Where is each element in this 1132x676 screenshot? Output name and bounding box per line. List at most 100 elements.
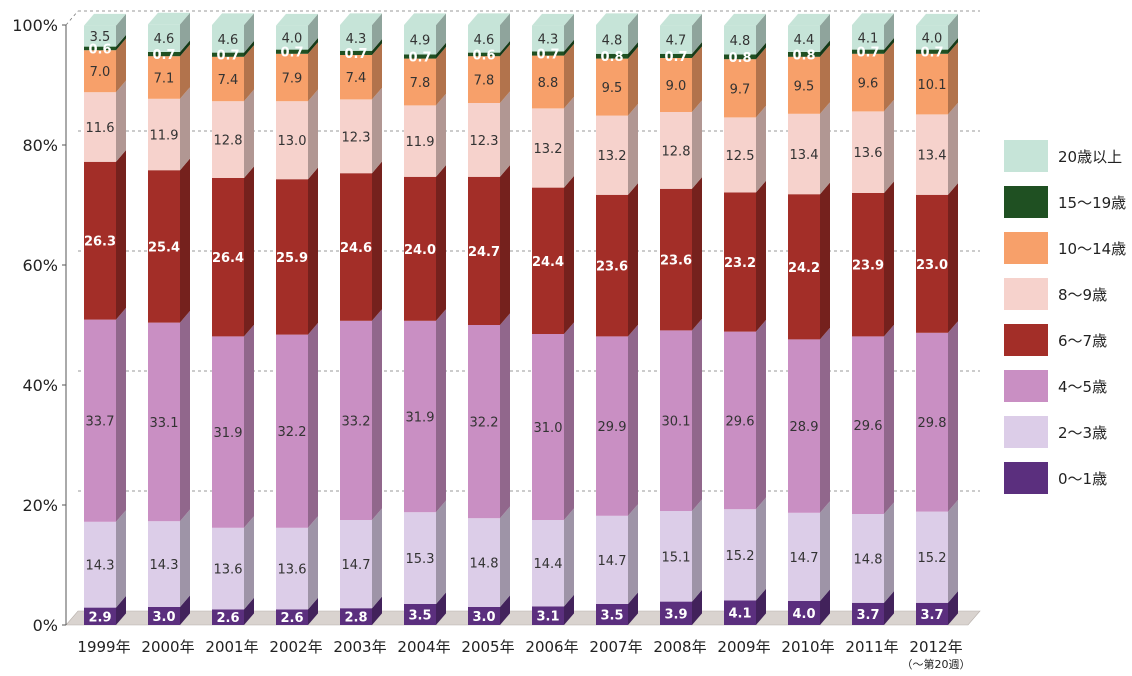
data-label: 13.2 [534, 142, 563, 157]
legend-swatch [1004, 416, 1048, 448]
bar-segment-side [244, 166, 254, 337]
bar-segment [212, 609, 244, 625]
data-label: 3.1 [536, 610, 559, 625]
bar-segment [148, 322, 180, 522]
bar-top [788, 13, 830, 26]
bar-stack [532, 13, 574, 625]
bar-segment [596, 336, 628, 516]
data-label: 24.2 [788, 261, 820, 276]
bar-segment-side [180, 87, 190, 171]
bar-stack [596, 13, 638, 625]
bar-stack [148, 12, 190, 625]
data-label: 30.1 [662, 415, 691, 430]
bar-segment-side [436, 500, 446, 604]
data-label: 23.0 [916, 258, 948, 273]
data-label: 0.8 [792, 48, 815, 63]
bar-segment [468, 52, 500, 57]
bar-segment-side [884, 324, 894, 514]
data-label: 25.9 [276, 251, 308, 266]
bar-segment [212, 527, 244, 610]
bar-segment-side [500, 40, 510, 57]
bar-segment [468, 607, 500, 625]
bar-segment [660, 330, 692, 511]
bar-segment [468, 25, 500, 53]
bar-segment [788, 25, 820, 52]
bar-segment [660, 53, 692, 58]
bar-segment-side [948, 42, 958, 115]
bar-segment-side [756, 180, 766, 332]
bar-segment [212, 178, 244, 337]
bar-segment [340, 25, 372, 51]
bar-segment [724, 600, 756, 625]
data-label: 0.7 [920, 46, 943, 61]
data-label: 13.2 [598, 149, 627, 164]
bar-segment-side [628, 504, 638, 604]
legend-label: 8～9歳 [1058, 286, 1107, 304]
data-label: 4.1 [858, 31, 879, 46]
bar-segment [596, 53, 628, 59]
data-label: 3.0 [152, 610, 175, 625]
bar-segment [788, 339, 820, 513]
data-label: 7.1 [154, 72, 175, 87]
bar-segment-side [244, 324, 254, 528]
data-label: 0.7 [408, 51, 431, 66]
legend-label: 4～5歳 [1058, 378, 1107, 396]
bar-stack [404, 13, 446, 625]
bar-segment [660, 188, 692, 331]
bar-stack [212, 13, 254, 625]
data-label: 10.1 [918, 78, 947, 93]
data-label: 31.0 [534, 421, 563, 436]
bar-segment [724, 192, 756, 332]
legend-label: 15～19歳 [1058, 194, 1126, 212]
bar-segment-side [116, 595, 126, 625]
data-label: 0.8 [728, 51, 751, 66]
bar-segment-side [244, 13, 254, 53]
bar-top [212, 13, 254, 25]
data-label: 29.6 [726, 414, 755, 429]
x-tick-label: 2001年 [205, 638, 258, 656]
data-label: 33.2 [342, 414, 371, 429]
bar-segment [596, 58, 628, 116]
bar-segment-side [500, 595, 510, 625]
data-label: 14.3 [150, 558, 179, 573]
bar-segment [596, 115, 628, 195]
bar-stack [852, 13, 894, 625]
bar-stack [660, 13, 702, 625]
bar-segment-side [500, 91, 510, 177]
x-tick-label: 1999年 [77, 638, 130, 656]
bar-segment-side [948, 499, 958, 603]
bar-segment [276, 609, 308, 625]
bar-segment [660, 511, 692, 602]
bar-segment-side [756, 588, 766, 625]
data-label: 4.9 [410, 34, 431, 49]
legend-label: 10～14歳 [1058, 240, 1126, 258]
bar-segment-side [372, 161, 382, 321]
bar-segment-side [436, 42, 446, 59]
bar-segment [916, 511, 948, 603]
bar-segment-side [436, 592, 446, 625]
data-label: 11.6 [86, 121, 115, 136]
data-label: 0.7 [152, 48, 175, 63]
data-label: 23.6 [660, 254, 692, 269]
bar-segment-side [756, 47, 766, 118]
bar-segment [84, 607, 116, 625]
bar-segment [788, 194, 820, 340]
y-tick-label: 100% [12, 16, 58, 35]
bar-segment-side [308, 13, 318, 50]
data-label: 9.7 [730, 82, 751, 97]
bar-segment-side [628, 42, 638, 59]
y-tick-label: 40% [22, 376, 58, 395]
bar-segment-side [820, 589, 830, 625]
bar-segment [788, 52, 820, 57]
bar-segment-side [820, 13, 830, 52]
data-label: 24.6 [340, 241, 372, 256]
bar-segment [340, 520, 372, 609]
bar-stack [84, 13, 126, 625]
bar-segment-side [180, 40, 190, 57]
data-label: 29.6 [854, 419, 883, 434]
y-axis-depth [65, 10, 79, 26]
data-label: 29.9 [598, 420, 627, 435]
legend-label: 6～7歳 [1058, 332, 1107, 350]
